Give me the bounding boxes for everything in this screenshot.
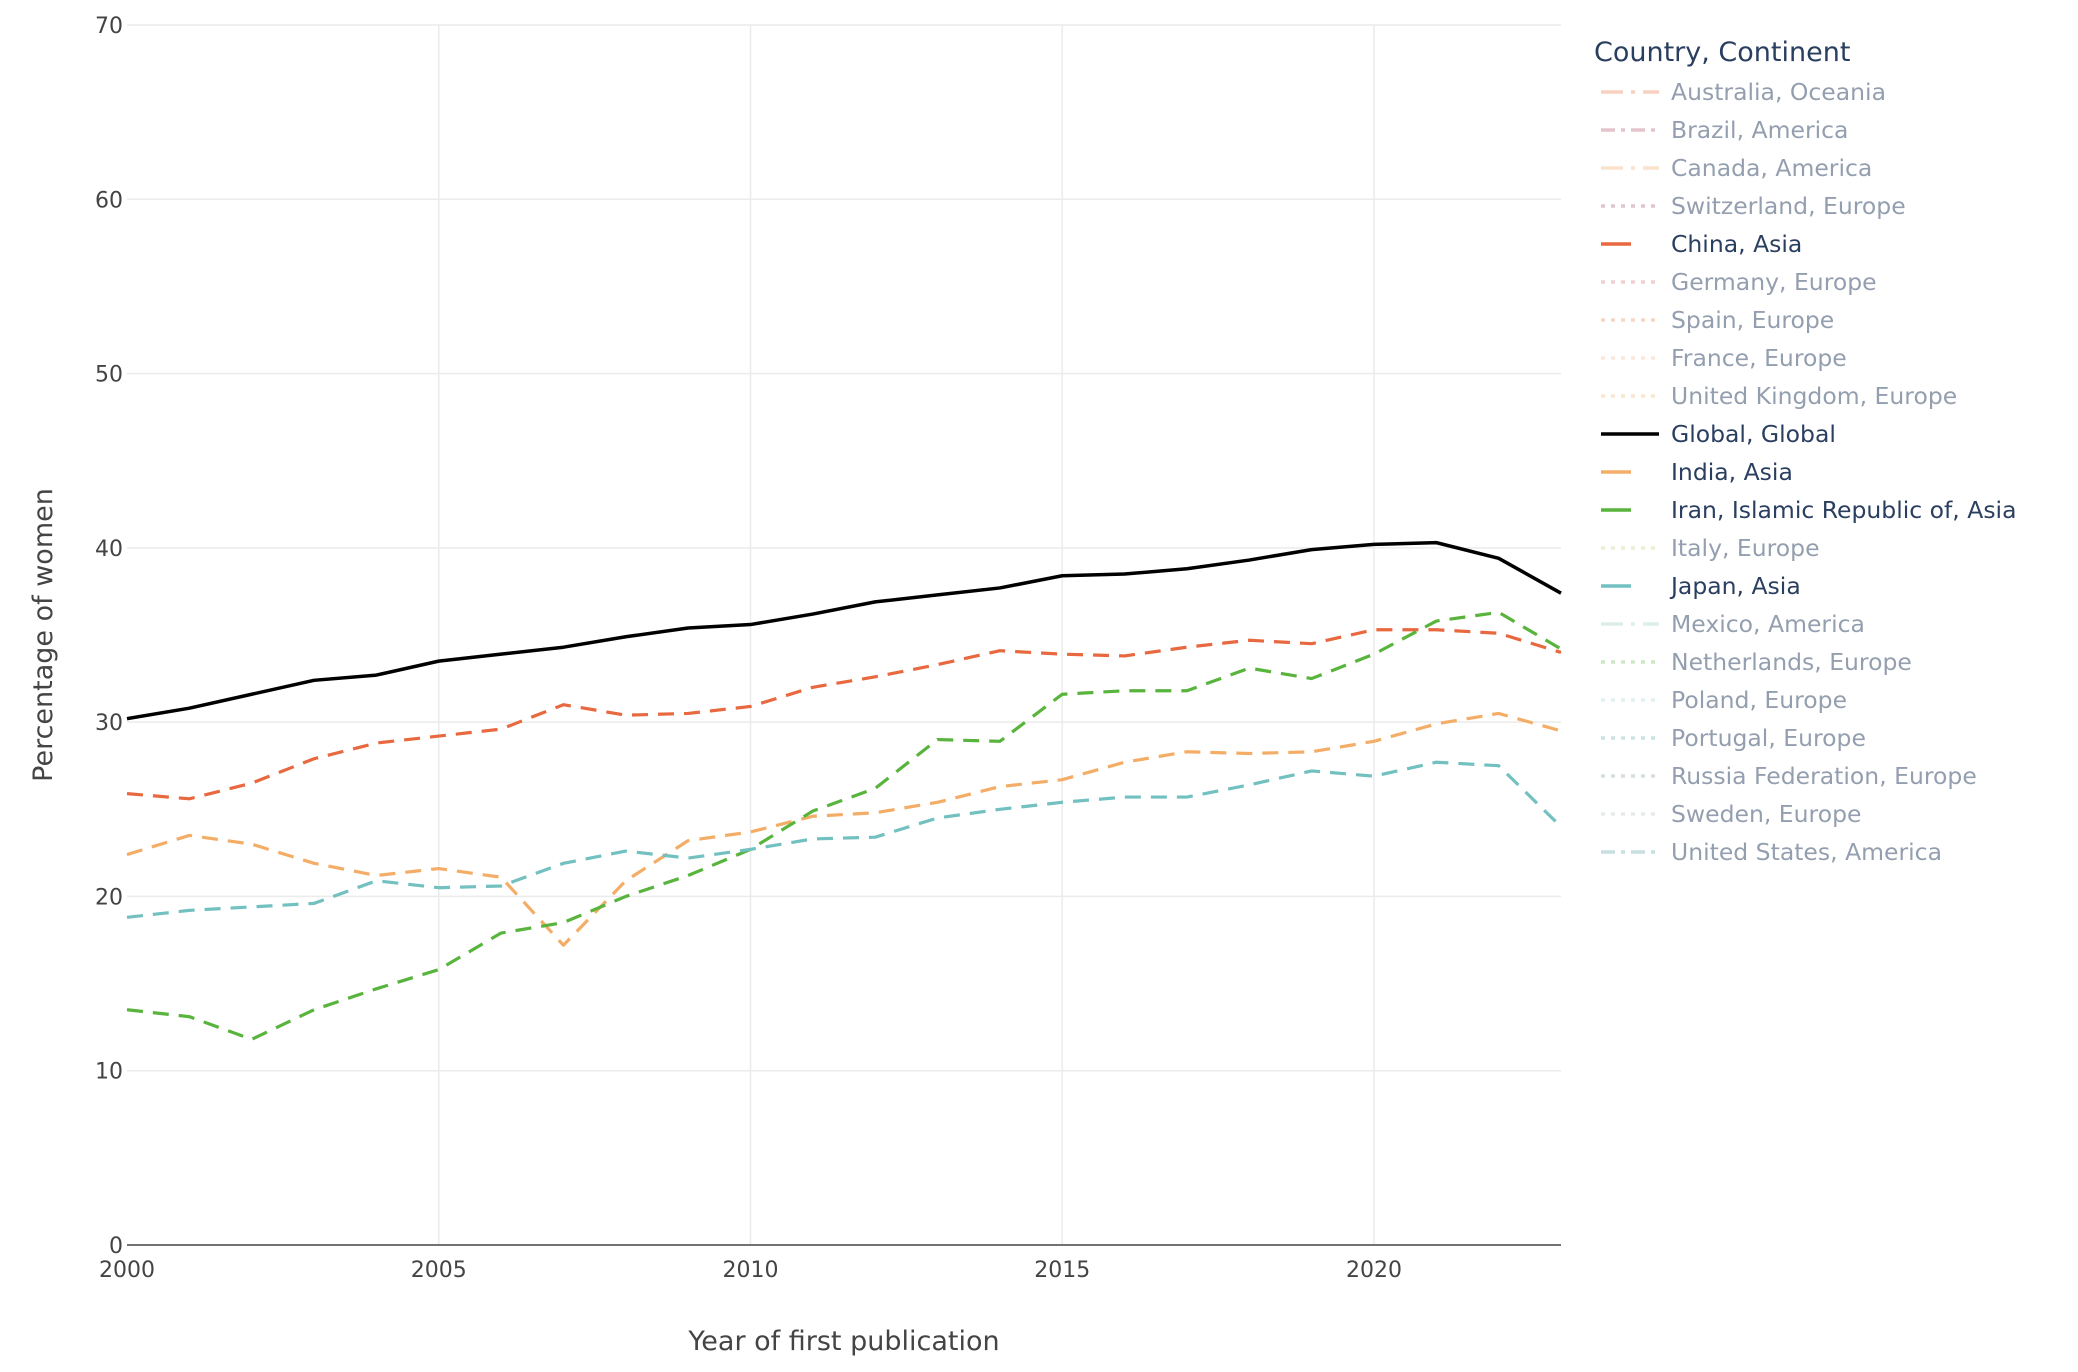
legend-item[interactable]: Spain, Europe [1601, 306, 1834, 334]
legend-label: Portugal, Europe [1671, 724, 1866, 752]
legend-item[interactable]: France, Europe [1601, 344, 1847, 372]
legend: Country, Continent Australia, Oceania Bra… [1594, 37, 2017, 866]
legend-label: Poland, Europe [1671, 686, 1847, 714]
legend-item[interactable]: China, Asia [1601, 230, 1802, 258]
y-tick-label: 50 [95, 363, 123, 388]
legend-item[interactable]: Canada, America [1601, 154, 1872, 182]
legend-title: Country, Continent [1594, 37, 1850, 68]
y-tick-label: 10 [95, 1060, 123, 1085]
x-ticks: 2000 2005 2010 2015 2020 [99, 1258, 1402, 1283]
legend-item[interactable]: Portugal, Europe [1601, 724, 1866, 752]
y-tick-label: 40 [95, 537, 123, 562]
y-tick-label: 70 [95, 14, 123, 39]
legend-label: Russia Federation, Europe [1671, 762, 1977, 790]
legend-label: Spain, Europe [1671, 306, 1834, 334]
legend-label: Iran, Islamic Republic of, Asia [1671, 496, 2017, 524]
legend-item[interactable]: Global, Global [1601, 420, 1836, 448]
y-tick-label: 30 [95, 711, 123, 736]
legend-item[interactable]: Brazil, America [1601, 116, 1848, 144]
legend-item[interactable]: Germany, Europe [1601, 268, 1877, 296]
x-tick-label: 2010 [722, 1258, 778, 1283]
series-line-2[interactable] [126, 711, 1562, 947]
legend-label: United Kingdom, Europe [1671, 382, 1957, 410]
legend-label: Mexico, America [1671, 610, 1865, 638]
x-tick-label: 2000 [99, 1258, 155, 1283]
legend-label: Sweden, Europe [1671, 800, 1861, 828]
legend-item[interactable]: Iran, Islamic Republic of, Asia [1601, 496, 2017, 524]
gridlines [127, 24, 1561, 1245]
legend-item[interactable]: Sweden, Europe [1601, 800, 1861, 828]
legend-label: India, Asia [1671, 458, 1793, 486]
legend-label: Italy, Europe [1671, 534, 1820, 562]
legend-item[interactable]: United Kingdom, Europe [1601, 382, 1957, 410]
legend-label: Germany, Europe [1671, 268, 1877, 296]
legend-label: France, Europe [1671, 344, 1847, 372]
legend-item[interactable]: Australia, Oceania [1601, 78, 1886, 106]
legend-item[interactable]: United States, America [1601, 838, 1942, 866]
x-tick-label: 2020 [1346, 1258, 1402, 1283]
legend-label: Australia, Oceania [1671, 78, 1886, 106]
legend-label: Global, Global [1671, 420, 1836, 448]
legend-item[interactable]: Russia Federation, Europe [1601, 762, 1977, 790]
legend-label: United States, America [1671, 838, 1942, 866]
y-ticks: 0 10 20 30 40 50 60 70 [95, 14, 123, 1259]
y-tick-label: 20 [95, 885, 123, 910]
legend-item[interactable]: India, Asia [1601, 458, 1793, 486]
legend-label: Switzerland, Europe [1671, 192, 1906, 220]
legend-item[interactable]: Italy, Europe [1601, 534, 1820, 562]
legend-item[interactable]: Japan, Asia [1601, 572, 1801, 600]
legend-label: Brazil, America [1671, 116, 1848, 144]
series-line-4[interactable] [126, 760, 1563, 919]
legend-label: Japan, Asia [1669, 572, 1801, 600]
legend-item[interactable]: Mexico, America [1601, 610, 1865, 638]
x-tick-label: 2015 [1034, 1258, 1090, 1283]
legend-label: China, Asia [1671, 230, 1802, 258]
legend-label: Canada, America [1671, 154, 1872, 182]
x-axis-title: Year of first publication [687, 1326, 999, 1357]
y-tick-label: 60 [95, 188, 123, 213]
series-line-0[interactable] [126, 540, 1562, 721]
legend-item[interactable]: Switzerland, Europe [1601, 192, 1906, 220]
legend-item[interactable]: Netherlands, Europe [1601, 648, 1912, 676]
series-lines [126, 540, 1563, 1041]
y-axis-title: Percentage of women [28, 488, 59, 782]
y-tick-label: 0 [109, 1234, 123, 1259]
legend-label: Netherlands, Europe [1671, 648, 1912, 676]
series-line-1[interactable] [126, 628, 1562, 801]
legend-item[interactable]: Poland, Europe [1601, 686, 1847, 714]
x-tick-label: 2005 [411, 1258, 467, 1283]
